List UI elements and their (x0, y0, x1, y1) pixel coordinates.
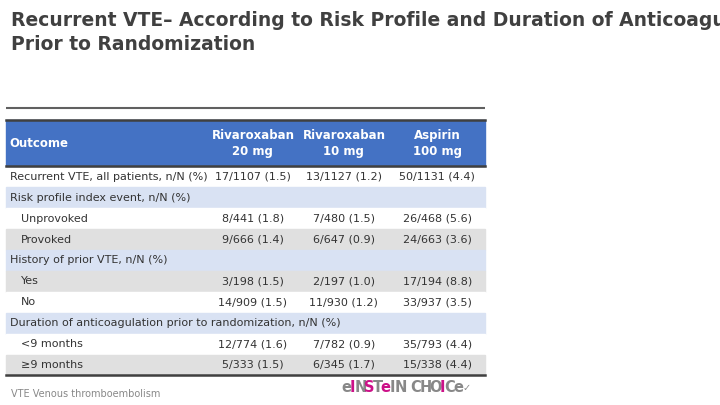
Text: 11/930 (1.2): 11/930 (1.2) (310, 297, 378, 307)
Bar (6, 187, 485, 208)
Text: e: e (454, 380, 464, 395)
Text: 17/194 (8.8): 17/194 (8.8) (402, 276, 472, 286)
Text: 3/198 (1.5): 3/198 (1.5) (222, 276, 284, 286)
Text: I: I (390, 380, 395, 395)
Bar (6, 334, 485, 354)
Text: N: N (395, 380, 407, 395)
Text: T: T (373, 380, 383, 395)
Text: C: C (410, 380, 420, 395)
Text: 9/666 (1.4): 9/666 (1.4) (222, 234, 284, 245)
Text: 17/1107 (1.5): 17/1107 (1.5) (215, 172, 291, 182)
Text: History of prior VTE, n/N (%): History of prior VTE, n/N (%) (10, 256, 168, 265)
Text: Aspirin
100 mg: Aspirin 100 mg (413, 129, 462, 158)
Text: <9 months: <9 months (21, 339, 83, 349)
Text: Rivaroxaban
20 mg: Rivaroxaban 20 mg (212, 129, 294, 158)
Text: ≥9 months: ≥9 months (21, 360, 83, 370)
Text: I: I (439, 380, 445, 395)
Text: I: I (350, 380, 356, 395)
Text: 6/345 (1.7): 6/345 (1.7) (313, 360, 375, 370)
Bar (6, 271, 485, 292)
Text: 35/793 (4.4): 35/793 (4.4) (402, 339, 472, 349)
Text: Risk profile index event, n/N (%): Risk profile index event, n/N (%) (10, 193, 191, 202)
Text: 14/909 (1.5): 14/909 (1.5) (218, 297, 287, 307)
Text: 7/480 (1.5): 7/480 (1.5) (313, 213, 375, 224)
Text: VTE Venous thromboembolism: VTE Venous thromboembolism (12, 389, 161, 399)
Text: 7/782 (0.9): 7/782 (0.9) (312, 339, 375, 349)
Bar (6, 208, 485, 229)
Text: ✓: ✓ (462, 383, 470, 393)
Bar (6, 292, 485, 313)
Text: 26/468 (5.6): 26/468 (5.6) (402, 213, 472, 224)
Text: 33/937 (3.5): 33/937 (3.5) (403, 297, 472, 307)
Text: 8/441 (1.8): 8/441 (1.8) (222, 213, 284, 224)
Text: 5/333 (1.5): 5/333 (1.5) (222, 360, 284, 370)
Text: Rivaroxaban
10 mg: Rivaroxaban 10 mg (302, 129, 385, 158)
Text: Recurrent VTE– According to Risk Profile and Duration of Anticoagulation
Prior t: Recurrent VTE– According to Risk Profile… (12, 11, 720, 54)
Text: 15/338 (4.4): 15/338 (4.4) (402, 360, 472, 370)
Text: 2/197 (1.0): 2/197 (1.0) (313, 276, 375, 286)
Text: Recurrent VTE, all patients, n/N (%): Recurrent VTE, all patients, n/N (%) (10, 172, 208, 182)
Text: Yes: Yes (21, 276, 39, 286)
Text: 13/1127 (1.2): 13/1127 (1.2) (306, 172, 382, 182)
Bar (6, 166, 485, 187)
Text: Duration of anticoagulation prior to randomization, n/N (%): Duration of anticoagulation prior to ran… (10, 318, 341, 328)
Text: O: O (429, 380, 441, 395)
Text: 50/1131 (4.4): 50/1131 (4.4) (400, 172, 475, 182)
Text: S: S (364, 380, 375, 395)
Bar (6, 229, 485, 250)
Text: e: e (341, 380, 351, 395)
Text: e: e (381, 380, 391, 395)
Text: No: No (21, 297, 36, 307)
Bar (6, 313, 485, 334)
Text: Outcome: Outcome (9, 136, 68, 150)
Text: Unprovoked: Unprovoked (21, 213, 88, 224)
Text: 24/663 (3.6): 24/663 (3.6) (403, 234, 472, 245)
Bar (6, 250, 485, 271)
Text: N: N (355, 380, 367, 395)
Text: 12/774 (1.6): 12/774 (1.6) (218, 339, 287, 349)
Bar (6, 354, 485, 375)
Text: Provoked: Provoked (21, 234, 72, 245)
Text: 6/647 (0.9): 6/647 (0.9) (313, 234, 375, 245)
Bar (6, 120, 485, 166)
Text: C: C (444, 380, 455, 395)
Text: H: H (419, 380, 431, 395)
